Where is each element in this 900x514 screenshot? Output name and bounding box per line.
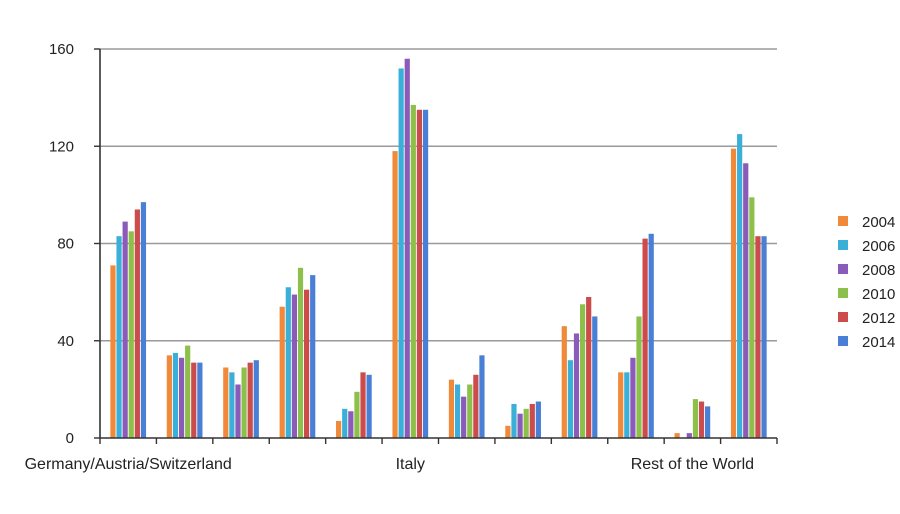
- bar: [422, 109, 429, 438]
- bar: [172, 352, 179, 438]
- bar: [178, 357, 185, 438]
- bar: [191, 362, 197, 438]
- bar: [461, 396, 467, 438]
- y-tick-label: 160: [49, 41, 74, 58]
- bar: [304, 289, 310, 438]
- bar: [592, 316, 598, 438]
- legend-swatch: [838, 288, 848, 298]
- legend: 2004 2006 2008 2010 2012 2014: [838, 214, 895, 351]
- bar: [636, 316, 642, 438]
- bar: [755, 236, 761, 438]
- bar: [573, 333, 580, 438]
- bar: [291, 294, 298, 438]
- legend-swatch: [838, 216, 848, 226]
- legend-swatch: [838, 312, 848, 322]
- bar: [505, 425, 511, 438]
- bar: [134, 209, 140, 438]
- y-tick-labels: 0 40 80 120 160: [49, 41, 74, 447]
- bar: [730, 148, 737, 438]
- bar: [517, 413, 523, 438]
- bar: [279, 306, 285, 438]
- legend-label: 2012: [862, 310, 895, 327]
- bar: [567, 360, 573, 438]
- bar: [467, 384, 473, 438]
- bar: [473, 374, 479, 438]
- axes: [99, 49, 778, 444]
- y-tick-label: 0: [66, 430, 74, 447]
- bar: [404, 58, 410, 438]
- grid-lines: [94, 48, 777, 439]
- bar: [235, 384, 241, 438]
- bar: [122, 221, 128, 438]
- bar: [561, 326, 567, 438]
- y-tick-label: 40: [57, 333, 74, 350]
- bar: [448, 379, 455, 438]
- category-label: Italy: [396, 456, 425, 473]
- bar: [535, 401, 541, 438]
- bar: [692, 399, 699, 438]
- legend-label: 2006: [862, 238, 895, 255]
- bar: [247, 362, 253, 438]
- bar: [110, 265, 116, 438]
- bar: [166, 355, 172, 438]
- bar: [410, 104, 416, 438]
- bar: [366, 374, 372, 438]
- bar: [416, 109, 423, 438]
- bars: [110, 58, 767, 439]
- bar: [392, 151, 398, 439]
- bar: [128, 231, 134, 438]
- bar: [197, 362, 203, 438]
- bar: [624, 372, 630, 438]
- category-labels: Germany/Austria/Switzerland Italy Rest of …: [25, 456, 754, 473]
- legend-label: 2014: [862, 334, 895, 351]
- bar: [342, 408, 348, 438]
- category-label: Germany/Austria/Switzerland: [25, 456, 232, 473]
- legend-swatch: [838, 264, 848, 274]
- bar: [229, 372, 235, 438]
- bar: [529, 403, 535, 438]
- bar: [241, 367, 247, 438]
- bar: [618, 372, 624, 438]
- legend-label: 2008: [862, 262, 895, 279]
- bar: [586, 296, 592, 438]
- bar: [761, 236, 767, 438]
- bar: [630, 357, 636, 438]
- bar: [579, 304, 586, 438]
- bar: [285, 287, 291, 438]
- bar: [185, 345, 191, 438]
- category-label: Rest of the World: [631, 456, 754, 473]
- bar: [140, 202, 147, 438]
- y-tick-label: 80: [57, 236, 74, 253]
- bar: [642, 238, 648, 438]
- bar: [705, 406, 711, 438]
- legend-label: 2010: [862, 286, 895, 303]
- bar: [511, 403, 517, 438]
- bar: [674, 433, 680, 438]
- bar: [749, 197, 755, 438]
- legend-label: 2004: [862, 214, 895, 231]
- bar: [310, 275, 316, 438]
- bar: [336, 420, 342, 438]
- bar: [348, 411, 354, 438]
- y-tick-label: 120: [49, 138, 74, 155]
- bar: [737, 134, 743, 438]
- bar: [297, 267, 304, 438]
- bar: [648, 233, 654, 438]
- bar: [479, 355, 485, 438]
- legend-swatch: [838, 336, 848, 346]
- bar: [398, 68, 404, 438]
- bar: [253, 360, 259, 438]
- bar: [743, 163, 749, 439]
- bar: [223, 367, 229, 438]
- bar: [354, 391, 360, 438]
- bar: [523, 408, 529, 438]
- bar: [116, 236, 122, 438]
- bar: [698, 401, 705, 438]
- bar: [686, 433, 692, 438]
- bar: [454, 384, 461, 438]
- legend-swatch: [838, 240, 848, 250]
- bar: [360, 372, 366, 438]
